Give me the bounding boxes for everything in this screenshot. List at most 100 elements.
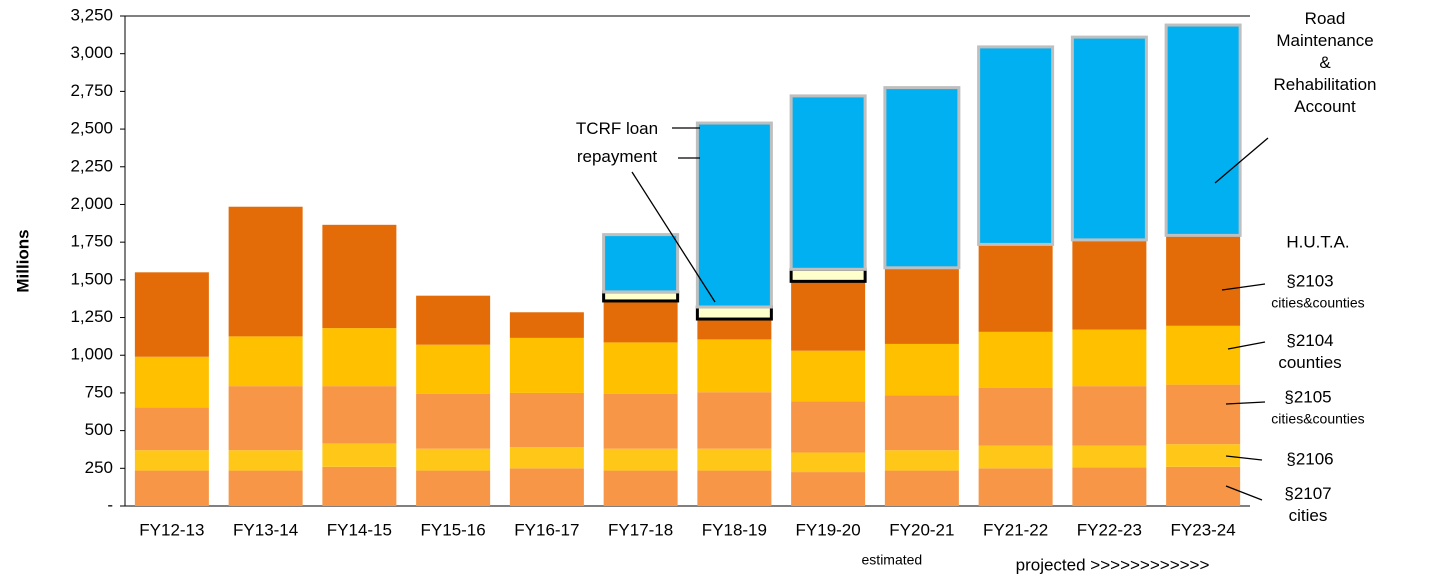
y-tick-label: 1,000 xyxy=(70,345,113,364)
bar-segment xyxy=(1070,35,1148,242)
x-tick-label: FY20-21 xyxy=(889,520,954,539)
bar-segment xyxy=(603,342,678,394)
bar-segment xyxy=(697,470,772,506)
y-tick-label: 2,750 xyxy=(70,81,113,100)
bar-segment xyxy=(1164,23,1242,237)
leader-line xyxy=(1225,485,1263,501)
bar-segment xyxy=(509,447,584,469)
bar-segment xyxy=(1072,467,1147,506)
y-tick-label: 1,750 xyxy=(70,232,113,251)
x-tick-label: FY23-24 xyxy=(1171,520,1236,539)
y-tick-label: 2,500 xyxy=(70,119,113,138)
bar-segment xyxy=(322,386,397,444)
leader-line xyxy=(1227,341,1266,350)
bar-segment xyxy=(884,343,959,396)
leader-line xyxy=(1225,401,1266,405)
bar-segment xyxy=(1072,329,1147,387)
bar-segment xyxy=(978,468,1053,506)
bar-segment xyxy=(978,387,1053,446)
y-tick-label: - xyxy=(107,495,113,514)
bar-segment xyxy=(416,393,491,449)
y-axis-title: Millions xyxy=(13,229,32,292)
x-tick-label: FY14-15 xyxy=(327,520,392,539)
bar-segment xyxy=(1072,445,1147,468)
bar-segment xyxy=(697,339,772,393)
bar-segment xyxy=(884,395,959,451)
y-tick-label: 1,500 xyxy=(70,269,113,288)
x-tick-label: FY17-18 xyxy=(608,520,673,539)
bar-segment xyxy=(791,281,866,351)
bar-segment xyxy=(134,450,209,471)
y-tick-label: 2,000 xyxy=(70,194,113,213)
bar-segment xyxy=(977,45,1055,246)
y-tick-label: 1,250 xyxy=(70,307,113,326)
legend-label: §2104 counties xyxy=(1278,331,1341,372)
category-note: estimated xyxy=(862,552,923,568)
bar-segment xyxy=(603,470,678,506)
bar-segment xyxy=(884,470,959,506)
bar-segment xyxy=(602,233,680,294)
legend-label: §2107 cities xyxy=(1284,484,1331,525)
legend-label: §2103 xyxy=(1286,271,1333,290)
bar-segment xyxy=(322,466,397,506)
bar-segment xyxy=(697,392,772,449)
legend-label: §2106 xyxy=(1286,449,1333,468)
bar-segment xyxy=(1166,325,1241,385)
bar-segment xyxy=(789,94,867,271)
bar-segment xyxy=(509,312,584,338)
bar-segment xyxy=(134,407,209,451)
bar-segment xyxy=(509,468,584,506)
leader-line xyxy=(631,171,716,303)
bar-segment xyxy=(416,470,491,506)
bar-segment xyxy=(1072,386,1147,446)
y-tick-label: 2,250 xyxy=(70,156,113,175)
bar-segment xyxy=(883,86,961,270)
bar-segment xyxy=(791,452,866,473)
x-tick-label: FY16-17 xyxy=(514,520,579,539)
bar-segment xyxy=(603,300,678,343)
bar-segment xyxy=(228,450,303,471)
x-tick-label: FY21-22 xyxy=(983,520,1048,539)
leader-line xyxy=(1214,137,1269,184)
bar-segment xyxy=(884,450,959,471)
category-note: projected >>>>>>>>>>>> xyxy=(1016,555,1210,574)
group-label: H.U.T.A. xyxy=(1286,232,1349,251)
x-tick-label: FY19-20 xyxy=(796,520,861,539)
bar-segment xyxy=(1166,235,1241,326)
bar-segment xyxy=(416,295,491,345)
bar-segment xyxy=(1072,239,1147,330)
bar-segment xyxy=(789,267,867,283)
bar-segment xyxy=(603,448,678,471)
legend-label: §2105 xyxy=(1284,387,1331,406)
bar-segment xyxy=(228,470,303,506)
bar-segment xyxy=(697,448,772,471)
y-tick-label: 500 xyxy=(85,420,113,439)
bar-segment xyxy=(134,356,209,408)
x-tick-label: FY18-19 xyxy=(702,520,767,539)
legend-detail: cities&counties xyxy=(1271,411,1364,427)
bar-segment xyxy=(228,336,303,387)
legend-detail: cities&counties xyxy=(1271,295,1364,311)
x-tick-label: FY22-23 xyxy=(1077,520,1142,539)
legend-label: TCRF loan repayment xyxy=(576,119,658,166)
bar-segment xyxy=(416,448,491,471)
bar-segment xyxy=(791,401,866,453)
x-tick-label: FY12-13 xyxy=(139,520,204,539)
bar-segment xyxy=(1166,466,1241,506)
y-tick-label: 250 xyxy=(85,458,113,477)
bar-segment xyxy=(791,350,866,402)
y-tick-label: 750 xyxy=(85,382,113,401)
bar-segment xyxy=(509,392,584,448)
bar-segment xyxy=(228,386,303,451)
bar-segment xyxy=(134,470,209,506)
bar-segment xyxy=(322,443,397,467)
y-tick-label: 3,250 xyxy=(70,5,113,24)
y-tick-label: 3,000 xyxy=(70,43,113,62)
bar-segment xyxy=(509,337,584,393)
bar-segment xyxy=(978,445,1053,469)
legend-label: Road Maintenance & Rehabilitation Account xyxy=(1273,9,1376,116)
bar-segment xyxy=(603,393,678,449)
bar-segment xyxy=(695,305,773,321)
